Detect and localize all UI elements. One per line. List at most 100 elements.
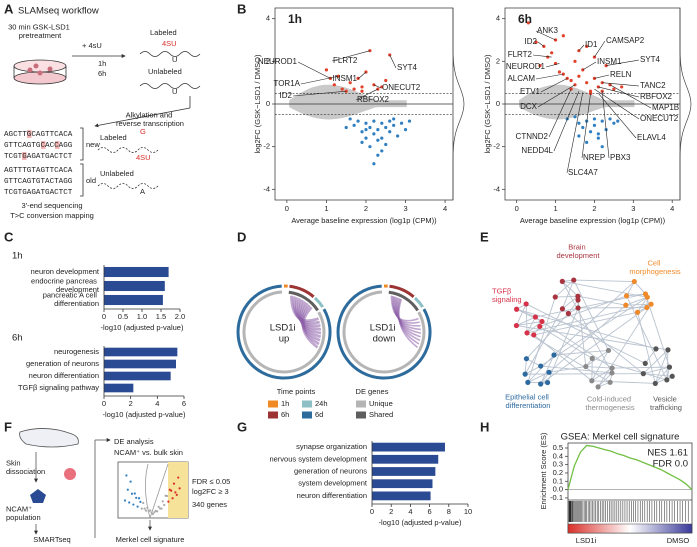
chart-title: 6h bbox=[518, 12, 532, 26]
gene-point bbox=[348, 117, 352, 121]
label-leader bbox=[297, 61, 331, 79]
y-axis-label: Enrichment Score (ES) bbox=[539, 432, 548, 509]
label-leader bbox=[532, 54, 552, 58]
volcano-dot bbox=[133, 492, 136, 495]
network-edge bbox=[562, 295, 579, 310]
x-tick-label: 0 bbox=[515, 204, 519, 213]
low-label: LSD1i bbox=[576, 536, 597, 545]
x-tick-label: 10 bbox=[464, 507, 472, 516]
statistic: NES 1.61 bbox=[647, 448, 688, 459]
gene-point bbox=[364, 121, 368, 125]
plus-4su: + 4sU bbox=[82, 41, 102, 50]
alkylation: Alkylation and reverse transcription bbox=[116, 110, 184, 128]
y-tick-label: -2 bbox=[493, 142, 500, 151]
gene-point bbox=[392, 117, 396, 121]
category-label: generation of neurons bbox=[26, 359, 99, 368]
label-leader bbox=[537, 41, 545, 47]
cluster-label: TGFβ signaling bbox=[492, 286, 522, 304]
panel-letter: G bbox=[237, 419, 247, 434]
label-leader bbox=[545, 63, 560, 68]
network-edge bbox=[633, 281, 646, 295]
volcano-dot bbox=[172, 482, 176, 485]
network-edge bbox=[567, 299, 579, 314]
legend-label: 6h bbox=[281, 410, 289, 419]
network-node bbox=[575, 297, 581, 303]
network-edge bbox=[597, 303, 652, 388]
network-node bbox=[514, 306, 520, 312]
fdr-threshold: FDR ≤ 0.05 bbox=[192, 477, 230, 486]
volcano-dot bbox=[175, 493, 178, 496]
bar bbox=[372, 454, 439, 464]
volcano-dot bbox=[157, 505, 160, 508]
cluster-label: Epithelial cell differentiation bbox=[505, 392, 551, 410]
volcano-dot bbox=[143, 507, 146, 510]
volcano-dot bbox=[146, 506, 149, 509]
category-label: neuron differentiation bbox=[29, 371, 99, 380]
y-tick-label: 0.5 bbox=[553, 443, 563, 452]
bar bbox=[104, 371, 171, 381]
network-edge bbox=[539, 326, 593, 359]
network-edge bbox=[585, 366, 613, 369]
sequence: AGCTTGCAGTTCACA bbox=[4, 131, 73, 139]
network-edge bbox=[524, 308, 563, 375]
network-node bbox=[583, 363, 589, 370]
gene-point bbox=[577, 121, 581, 125]
label-leader bbox=[566, 92, 584, 174]
chart-title: GSEA: Merkel cell signature bbox=[561, 432, 680, 443]
gene-label: INSM1 bbox=[333, 74, 358, 83]
x-tick-label: 4 bbox=[155, 399, 159, 408]
y-tick-label: 0 bbox=[496, 99, 500, 108]
sequence: GTTCAGTGTACTAGG bbox=[4, 178, 73, 186]
y-axis-label: log2FC (GSK−LSD1 / DMSO) bbox=[483, 54, 492, 153]
network-edge bbox=[526, 358, 541, 367]
network-edge bbox=[592, 357, 667, 381]
cluster-label: Brain development bbox=[557, 242, 601, 260]
volcano-dot bbox=[177, 476, 180, 479]
density-curve bbox=[452, 8, 465, 200]
sequence: TCGTGAGATGACTCT bbox=[4, 153, 73, 161]
y-tick-label: 0.3 bbox=[553, 460, 563, 469]
x-tick-label: 4 bbox=[443, 204, 447, 213]
network-node bbox=[589, 378, 595, 384]
x-tick-label: 0 bbox=[102, 312, 106, 321]
bar bbox=[104, 383, 134, 393]
legend-swatch bbox=[356, 411, 366, 419]
network-edge bbox=[655, 375, 673, 384]
x-tick-label: 0.5 bbox=[118, 312, 128, 321]
network-node bbox=[666, 364, 673, 370]
network-edge bbox=[562, 280, 648, 298]
x-axis-label: -log10 (adjusted p-value) bbox=[101, 323, 184, 332]
network-node bbox=[609, 365, 615, 371]
signature: Merkel cell signature bbox=[116, 535, 185, 544]
category-label: generation of neurons bbox=[294, 466, 367, 475]
network-node bbox=[523, 356, 530, 362]
volcano-dot bbox=[154, 509, 157, 512]
volcano-dot bbox=[160, 507, 163, 510]
y-tick-label: -2 bbox=[263, 142, 270, 151]
gene-point bbox=[388, 119, 392, 123]
volcano-dot bbox=[151, 512, 155, 516]
gene-point bbox=[384, 125, 388, 130]
network-node bbox=[634, 309, 641, 315]
chord-label: LSD1i up bbox=[270, 322, 299, 344]
smartseq: SMARTseq bbox=[33, 535, 70, 544]
bar bbox=[372, 442, 445, 452]
y-tick-label: -4 bbox=[493, 184, 500, 193]
gene-label: TOR1A bbox=[273, 79, 300, 88]
x-tick-label: 4 bbox=[670, 204, 674, 213]
network-edge bbox=[666, 349, 669, 380]
legend-swatch bbox=[268, 411, 278, 419]
y-tick-label: 4 bbox=[266, 14, 270, 23]
network-edge bbox=[548, 366, 586, 373]
gene-point bbox=[360, 89, 364, 93]
volcano-dot bbox=[178, 487, 181, 490]
network-node bbox=[605, 347, 612, 354]
legend-label: 1h bbox=[281, 399, 289, 408]
network-node bbox=[559, 278, 565, 284]
y-tick-label: 2 bbox=[266, 56, 270, 65]
population: NCAM⁺ population bbox=[6, 504, 41, 522]
y-tick-label: -0.1 bbox=[550, 493, 563, 502]
x-tick-label: 1 bbox=[324, 204, 328, 213]
network-edge bbox=[540, 365, 612, 374]
